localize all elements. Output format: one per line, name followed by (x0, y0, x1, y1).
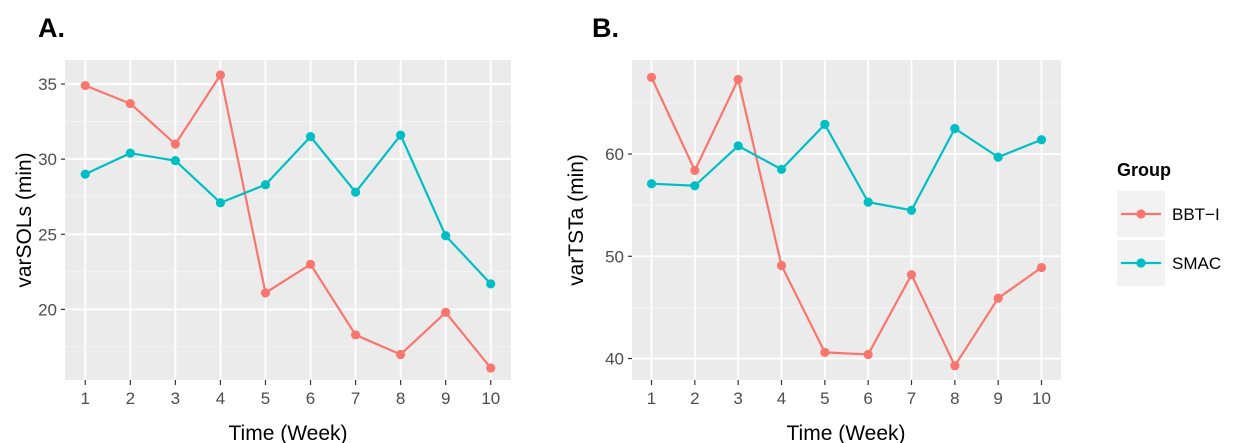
panel-a-point-smac (305, 132, 316, 142)
panel-b-y-tick-label: 40 (605, 350, 624, 369)
panel-a-x-tick-label: 5 (261, 389, 270, 408)
panel-b-point-smac (950, 123, 960, 134)
panel-a-point-smac (260, 180, 271, 190)
panel-a-point-bbt-i (350, 330, 361, 340)
panel-a-x-tick-label: 10 (481, 389, 500, 408)
panel-b-point-smac (776, 164, 787, 174)
panel-b-x-tick-label: 6 (863, 389, 872, 408)
panel-a-x-tick-label: 4 (216, 389, 225, 408)
panel-a-point-bbt-i (260, 288, 271, 298)
legend-label-bbt-i: BBT−I (1172, 205, 1220, 224)
panel-b-point-bbt-i (906, 270, 917, 280)
panel-b-y-tick-label: 50 (605, 247, 624, 266)
panel-b-point-bbt-i (776, 260, 787, 271)
panel-a-x-tick-label: 2 (126, 389, 135, 408)
panel-a-grid (65, 60, 511, 380)
panel-a-y-tick-label: 30 (38, 150, 57, 169)
panel-a-point-bbt-i (396, 349, 406, 360)
panel-a-point-bbt-i (486, 363, 496, 373)
panel-a-point-bbt-i (305, 259, 316, 269)
panel-b-point-bbt-i (820, 347, 830, 357)
panel-a-x-axis-title: Time (Week) (228, 422, 347, 443)
panel-b-x-tick-label: 5 (820, 389, 829, 408)
panel-b-point-smac (690, 181, 700, 191)
panel-b-point-smac (646, 179, 657, 189)
panel-a-point-smac (80, 169, 90, 179)
panel-a-point-smac (396, 130, 406, 140)
panel-a-point-smac (486, 279, 496, 289)
panel-b-y-ticks: 40 50 60 (605, 145, 632, 369)
panel-b-x-tick-label: 9 (993, 389, 1002, 408)
panel-b-point-bbt-i (1036, 262, 1047, 273)
panel-b-point-bbt-i (950, 361, 960, 371)
panel-b-points (646, 72, 1047, 371)
panel-b-x-tick-label: 7 (907, 389, 916, 408)
panel-b-x-tick-label: 4 (777, 389, 786, 408)
legend-point-bbt-i (1136, 209, 1146, 219)
panel-a-points (80, 70, 496, 373)
panel-b-point-bbt-i (646, 72, 657, 82)
panel-a-point-smac (350, 187, 361, 197)
panel-a-y-ticks: 20 25 30 35 (38, 75, 65, 319)
panel-a-point-bbt-i (125, 98, 135, 109)
panel-a-plot-background (65, 60, 511, 380)
panel-a-series-lines (84, 73, 492, 369)
panel-b-x-tick-label: 2 (690, 389, 699, 408)
panel-a-y-tick-label: 20 (38, 300, 57, 319)
panel-a-y-tick-label: 25 (38, 225, 57, 244)
panel-a-y-tick-label: 35 (38, 75, 57, 94)
panel-b-x-ticks: 1 2 3 4 5 6 7 8 9 10 (647, 380, 1051, 408)
panel-b: B. 40 50 60 1 2 3 4 5 6 7 8 9 10 Time (Week) varTST… (565, 13, 1061, 443)
panel-a: A. 20 25 30 35 1 2 3 4 5 6 7 8 9 10 Time (Week) varS… (13, 13, 511, 443)
panel-b-y-axis-title: varTSTa (min) (565, 154, 588, 286)
panel-a-x-tick-label: 7 (351, 389, 360, 408)
legend-title: Group (1117, 160, 1171, 180)
panel-b-plot-background (632, 60, 1061, 380)
legend-point-smac (1136, 258, 1146, 268)
panel-b-point-smac (820, 119, 830, 130)
panel-b-label: B. (592, 13, 619, 43)
panel-a-point-smac (170, 156, 180, 166)
panel-a-point-bbt-i (170, 139, 180, 149)
panel-b-line-smac (651, 123, 1042, 212)
panel-a-x-tick-label: 1 (81, 389, 90, 408)
panel-b-point-smac (863, 197, 873, 207)
panel-a-point-smac (125, 148, 135, 158)
panel-a-point-bbt-i (215, 70, 226, 80)
panel-a-label: A. (38, 13, 65, 43)
panel-a-point-bbt-i (441, 307, 451, 317)
panel-b-point-bbt-i (863, 349, 873, 360)
panel-b-x-tick-label: 3 (733, 389, 742, 408)
panel-b-point-bbt-i (690, 165, 700, 176)
panel-a-x-tick-label: 6 (306, 389, 315, 408)
panel-b-point-bbt-i (993, 293, 1003, 303)
panel-b-point-bbt-i (733, 74, 743, 85)
panel-b-x-axis-title: Time (Week) (786, 422, 905, 443)
panel-b-point-smac (906, 205, 917, 215)
panel-b-y-tick-label: 60 (605, 145, 624, 164)
panel-a-x-tick-label: 8 (396, 389, 405, 408)
panel-a-x-ticks: 1 2 3 4 5 6 7 8 9 10 (81, 380, 500, 408)
panel-b-series-lines (650, 76, 1043, 367)
panel-b-point-smac (993, 152, 1003, 162)
panel-a-line-smac (84, 134, 492, 285)
panel-a-line-bbt-i (84, 73, 492, 369)
panel-a-x-tick-label: 9 (441, 389, 450, 408)
panel-b-x-tick-label: 8 (950, 389, 959, 408)
panel-b-line-bbt-i (650, 76, 1043, 367)
panel-a-x-tick-label: 3 (171, 389, 180, 408)
panel-b-point-smac (733, 141, 743, 151)
legend: Group BBT−I SMAC (1117, 160, 1221, 286)
legend-label-smac: SMAC (1172, 254, 1221, 273)
panel-b-x-tick-label: 10 (1032, 389, 1051, 408)
panel-a-point-smac (215, 198, 226, 208)
panel-a-point-bbt-i (80, 80, 90, 91)
panel-a-point-smac (441, 231, 451, 241)
panel-b-x-tick-label: 1 (647, 389, 656, 408)
panel-b-point-smac (1036, 135, 1047, 145)
panel-a-y-axis-title: varSOLs (min) (13, 152, 36, 287)
